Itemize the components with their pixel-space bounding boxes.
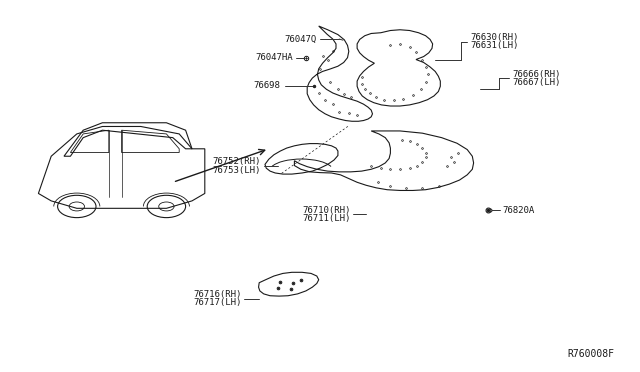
Text: 76820A: 76820A (502, 206, 534, 215)
Text: 76753(LH): 76753(LH) (212, 166, 261, 174)
Text: 76630(RH): 76630(RH) (470, 33, 519, 42)
Text: 76047HA: 76047HA (255, 53, 293, 62)
Text: 76716(RH): 76716(RH) (193, 290, 242, 299)
Text: 76710(RH): 76710(RH) (302, 206, 351, 215)
Text: 76698: 76698 (253, 81, 280, 90)
Text: 76666(RH): 76666(RH) (512, 70, 561, 79)
Text: 76667(LH): 76667(LH) (512, 78, 561, 87)
Text: 76047Q: 76047Q (285, 35, 317, 44)
Text: 76752(RH): 76752(RH) (212, 157, 261, 166)
Text: R760008F: R760008F (568, 349, 614, 359)
Text: 76631(LH): 76631(LH) (470, 41, 519, 50)
Text: 76717(LH): 76717(LH) (193, 298, 242, 307)
Text: 76711(LH): 76711(LH) (302, 214, 351, 223)
